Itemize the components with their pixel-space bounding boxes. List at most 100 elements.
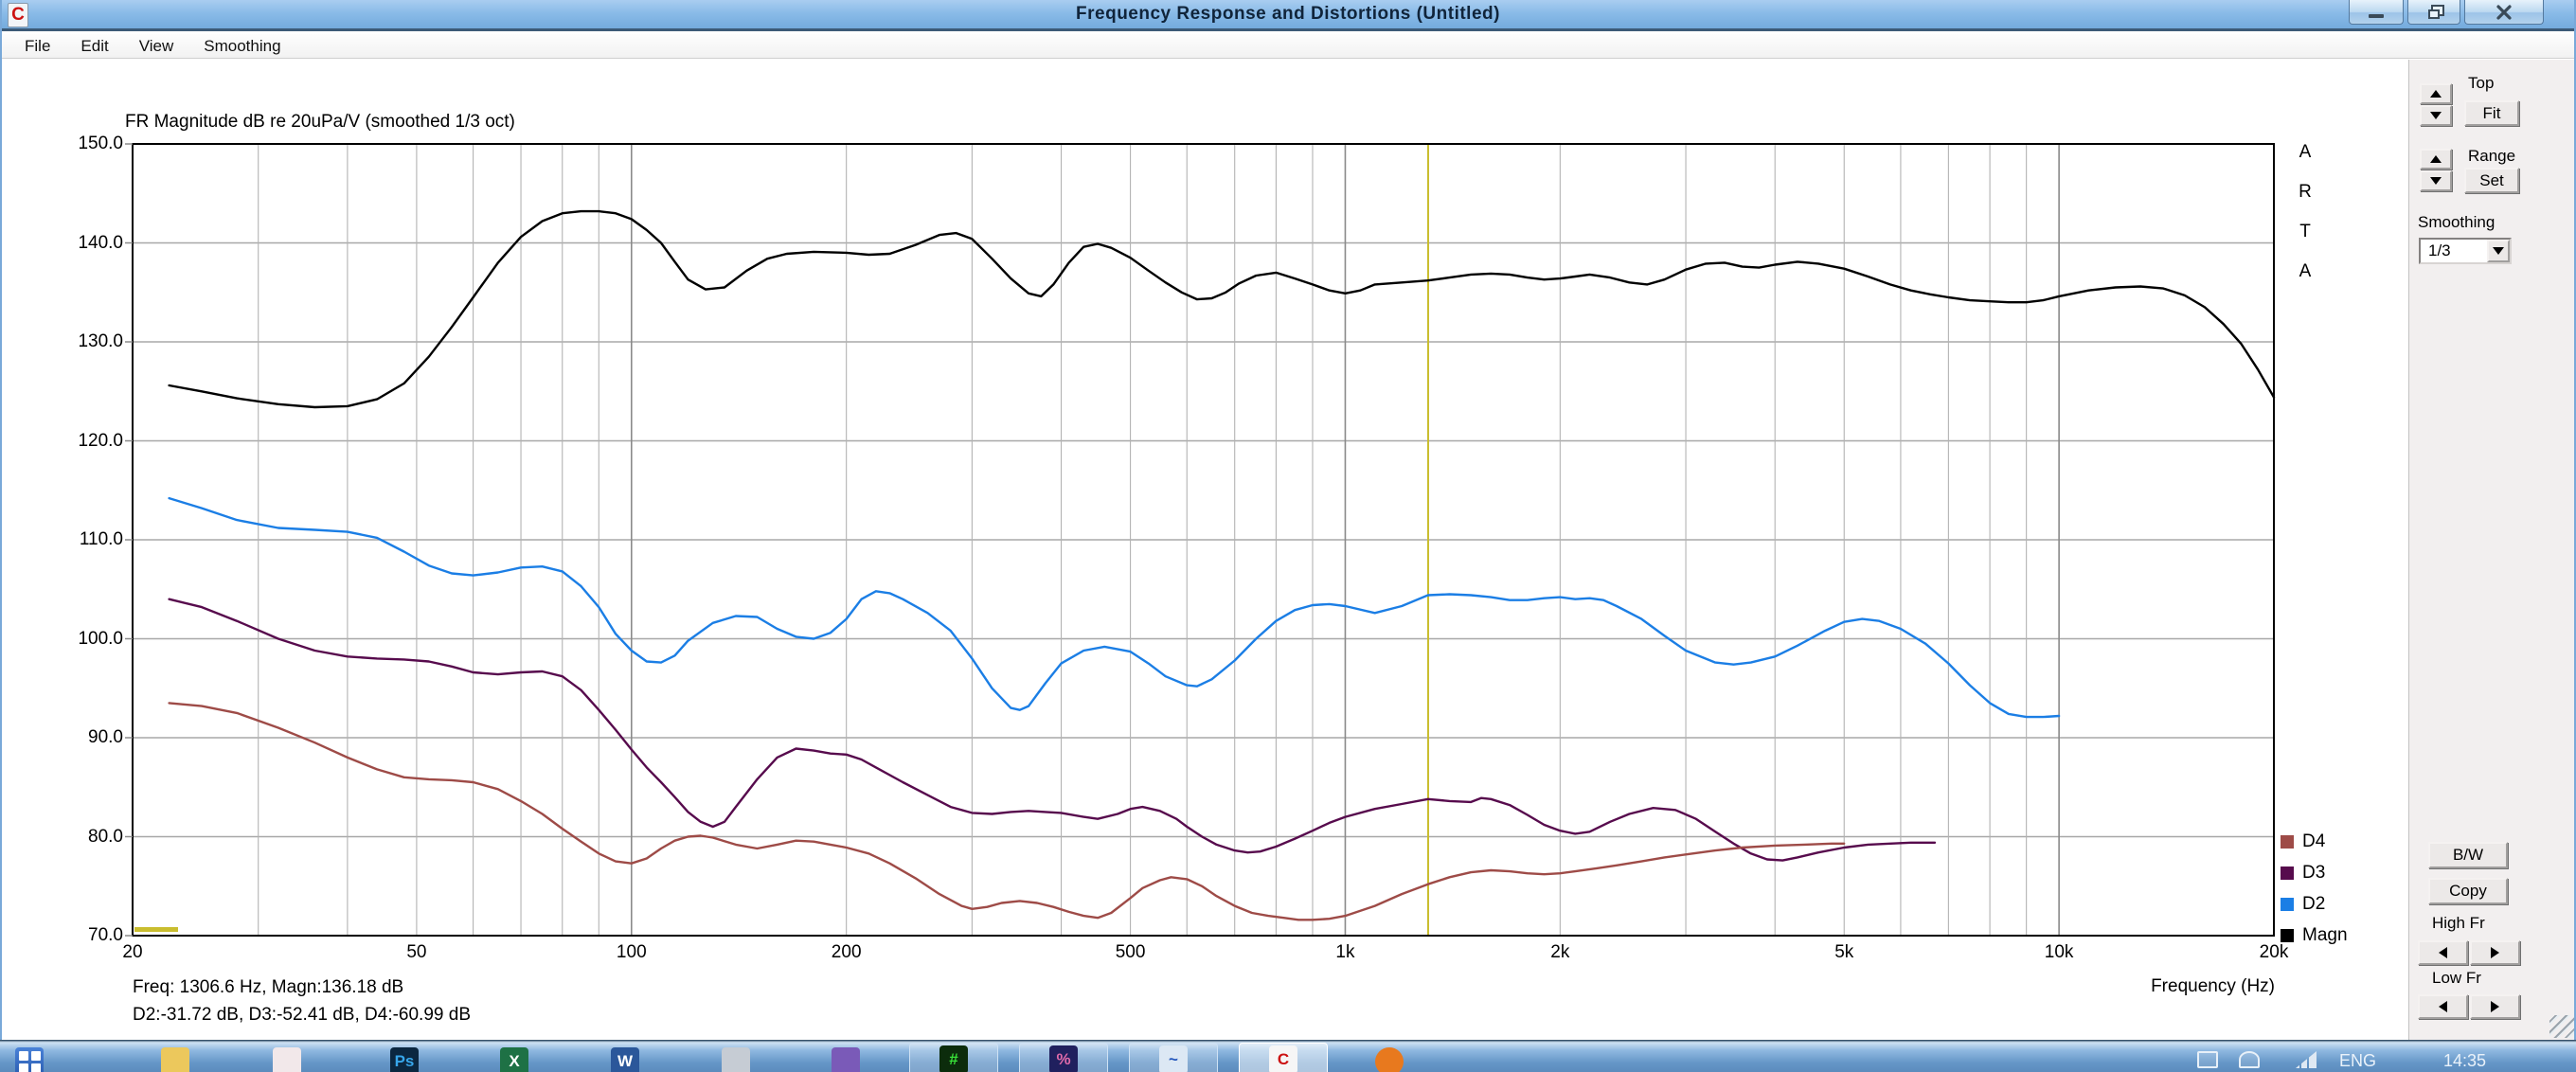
x-tick-label: 100	[616, 942, 647, 962]
bw-button[interactable]: B/W	[2428, 842, 2508, 868]
x-tick-label: 20	[122, 942, 143, 962]
excel-icon[interactable]: X	[500, 1047, 528, 1072]
series-d4	[168, 702, 1846, 921]
lowfr-left-button[interactable]	[2418, 994, 2468, 1019]
restore-icon	[2428, 9, 2440, 19]
taskbar: Ps X W #% ~ C ENG 14:35	[0, 1040, 2576, 1072]
word-icon[interactable]: W	[611, 1047, 639, 1072]
chart-title: FR Magnitude dB re 20uPa/V (smoothed 1/3…	[125, 112, 515, 132]
minimize-button[interactable]	[2349, 0, 2404, 25]
matrix-app-icon-taskbar-button[interactable]: #	[909, 1043, 998, 1072]
series-d2	[168, 496, 2061, 719]
series-magn	[168, 209, 2276, 409]
arta-window: C Frequency Response and Distortions (Un…	[0, 0, 2576, 1040]
scope-app-icon-taskbar-button[interactable]: ~	[1129, 1043, 1218, 1072]
copy-button[interactable]: Copy	[2428, 878, 2508, 904]
smoothing-select[interactable]: 1/3	[2419, 238, 2512, 264]
x-axis-title: Frequency (Hz)	[2151, 976, 2275, 996]
series-d3	[168, 598, 1937, 862]
y-tick-label: 120.0	[78, 430, 123, 451]
legend-swatch-icon	[2281, 897, 2294, 911]
cursor-readout-line2: D2:-31.72 dB, D3:-52.41 dB, D4:-60.99 dB	[133, 1005, 471, 1025]
windows-logo-icon	[18, 1050, 41, 1072]
arrow-right-icon	[2491, 1001, 2499, 1012]
tray-doc-icon[interactable]	[2197, 1051, 2218, 1068]
save-floppy-icon[interactable]	[273, 1047, 301, 1072]
y-tick-label: 140.0	[78, 232, 123, 253]
smoothing-value: 1/3	[2428, 241, 2451, 259]
legend-label: D4	[2302, 831, 2326, 851]
tray-volume-icon[interactable]	[2296, 1051, 2317, 1068]
x-tick-label: 500	[1115, 942, 1146, 962]
legend-item-d3: D3	[2281, 857, 2348, 888]
start-button[interactable]	[15, 1047, 44, 1072]
range-up-spinner[interactable]	[2420, 149, 2452, 170]
cursor-marker	[134, 927, 178, 932]
arta-app-icon-taskbar-button[interactable]: C	[1239, 1043, 1328, 1072]
y-tick-label: 150.0	[78, 134, 123, 153]
window-title: Frequency Response and Distortions (Unti…	[1076, 4, 1500, 24]
range-label: Range	[2468, 147, 2516, 165]
smoothing-dropdown-button[interactable]	[2487, 240, 2510, 262]
y-tick-label: 70.0	[88, 925, 123, 945]
chart-legend: D4 D3 D2 Magn	[2281, 826, 2348, 951]
spinner-up-icon	[2430, 90, 2442, 98]
arrow-left-icon	[2439, 947, 2447, 958]
legend-swatch-icon	[2281, 928, 2294, 942]
menu-item-edit[interactable]: Edit	[80, 36, 109, 55]
mail-icon[interactable]	[832, 1047, 860, 1072]
y-tick-label: 100.0	[78, 628, 123, 649]
folder-icon[interactable]	[161, 1047, 189, 1072]
x-tick-label: 20k	[2259, 942, 2289, 962]
fit-button[interactable]: Fit	[2464, 100, 2519, 126]
legend-label: D3	[2302, 862, 2326, 883]
highfr-label: High Fr	[2432, 914, 2485, 932]
explorer-icon[interactable]	[722, 1047, 750, 1072]
arta-watermark: ARTA	[2299, 142, 2312, 281]
dropdown-arrow-icon	[2493, 247, 2504, 255]
menu-item-view[interactable]: View	[138, 36, 174, 55]
legend-item-d2: D2	[2281, 888, 2348, 920]
set-button[interactable]: Set	[2464, 168, 2519, 193]
y-tick-label: 80.0	[88, 826, 123, 847]
legend-item-d4: D4	[2281, 826, 2348, 857]
menu-item-file[interactable]: File	[25, 36, 51, 55]
highfr-right-button[interactable]	[2470, 940, 2520, 965]
y-tick-label: 90.0	[88, 727, 123, 747]
arta-app-icon: C	[8, 3, 28, 27]
matrix-app-icon: #	[939, 1045, 968, 1072]
tray-plug-icon[interactable]	[2239, 1051, 2260, 1068]
range-down-spinner[interactable]	[2420, 170, 2452, 191]
arrow-left-icon	[2439, 1001, 2447, 1012]
top-down-spinner[interactable]	[2420, 105, 2452, 126]
x-tick-label: 1k	[1335, 942, 1355, 962]
clock[interactable]: 14:35	[2443, 1051, 2487, 1070]
close-button[interactable]	[2464, 0, 2544, 25]
restore-button[interactable]	[2407, 0, 2460, 25]
photoshop-icon[interactable]: Ps	[390, 1047, 419, 1072]
menu-item-smoothing[interactable]: Smoothing	[204, 36, 281, 55]
chart-plot[interactable]	[2, 0, 2576, 1040]
control-panel: Top Fit Range Set Smoothing 1/3 B/W Copy…	[2409, 60, 2574, 1040]
y-tick-label: 110.0	[79, 529, 123, 549]
firefox-icon[interactable]	[1375, 1047, 1404, 1072]
arrow-right-icon	[2491, 947, 2499, 958]
spinner-up-icon	[2430, 155, 2442, 163]
cursor-readout-line1: Freq: 1306.6 Hz, Magn:136.18 dB	[133, 977, 404, 997]
lowfr-right-button[interactable]	[2470, 994, 2520, 1019]
menu-bar: File Edit View Smoothing	[2, 34, 2574, 59]
legend-swatch-icon	[2281, 834, 2294, 849]
panel-divider	[2408, 60, 2409, 1040]
x-tick-label: 2k	[1550, 942, 1570, 962]
language-indicator[interactable]: ENG	[2339, 1051, 2377, 1070]
analyzer-app-icon-taskbar-button[interactable]: %	[1019, 1043, 1108, 1072]
analyzer-app-icon: %	[1049, 1045, 1078, 1072]
resize-grip[interactable]	[2549, 1015, 2574, 1038]
spinner-down-icon	[2430, 177, 2442, 185]
top-up-spinner[interactable]	[2420, 83, 2452, 104]
highfr-left-button[interactable]	[2418, 940, 2468, 965]
close-icon	[2496, 4, 2512, 20]
top-label: Top	[2468, 74, 2495, 92]
title-bar: C Frequency Response and Distortions (Un…	[2, 0, 2574, 31]
